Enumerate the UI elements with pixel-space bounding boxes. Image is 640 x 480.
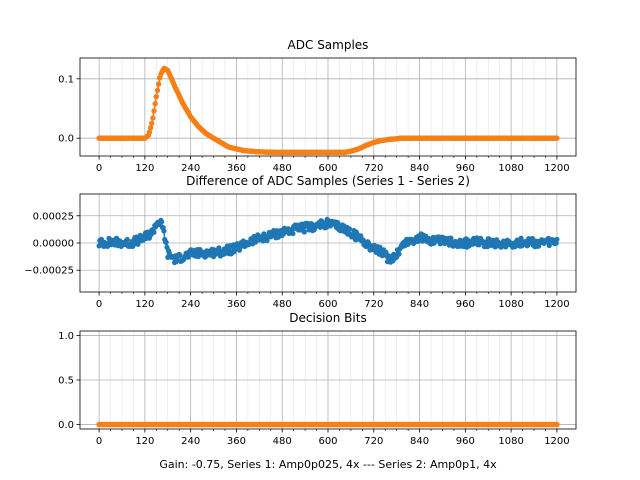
xlabel-decision-bits: Gain: -0.75, Series 1: Amp0p025, 4x --- … <box>159 458 497 471</box>
x-tick-label: 960 <box>456 436 475 447</box>
x-tick-label: 240 <box>181 436 200 447</box>
data-point <box>163 239 169 245</box>
y-tick-label: 0.5 <box>58 376 74 387</box>
xticks-difference: 0 120 240 360 480 600 720 840 960 1080 1200 <box>96 292 570 310</box>
y-tick-label: 0.1 <box>58 74 74 85</box>
data-point <box>335 220 341 226</box>
x-tick-label: 840 <box>410 436 429 447</box>
series-adc-samples-2 <box>96 65 560 155</box>
x-tick-label: 1200 <box>544 163 569 174</box>
data-point <box>151 229 157 235</box>
x-tick-label: 1080 <box>498 299 523 310</box>
panel-adc-samples: 0 120 240 360 480 600 720 840 960 1080 1200 0.0 0.1… <box>58 38 577 174</box>
panel-decision-bits: 0 120 240 360 480 600 720 840 960 1080 1200 0.0 0.5… <box>58 311 577 471</box>
xticks-decision-bits: 0 120 240 360 480 600 720 840 960 1080 1200 <box>96 429 570 447</box>
panel-difference: 0 120 240 360 480 600 720 840 960 1080 1200 −0.000… <box>24 174 577 310</box>
y-tick-label: 0.0 <box>58 134 74 145</box>
x-tick-label: 240 <box>181 299 200 310</box>
x-tick-label: 0 <box>96 163 102 174</box>
data-point <box>177 252 183 258</box>
x-tick-label: 600 <box>318 299 337 310</box>
series-difference-1 <box>96 216 560 266</box>
data-point <box>153 94 159 100</box>
data-point <box>149 120 155 126</box>
xticks-adc-samples: 0 120 240 360 480 600 720 840 960 1080 1200 <box>96 156 570 174</box>
data-point <box>156 81 162 87</box>
marks-decision-bits <box>96 421 560 428</box>
data-point <box>96 243 102 249</box>
data-point <box>448 235 454 241</box>
data-point <box>396 251 402 257</box>
data-point <box>290 230 296 237</box>
x-tick-label: 600 <box>318 163 337 174</box>
data-point <box>148 125 154 131</box>
data-point <box>301 229 307 235</box>
data-point <box>154 87 161 93</box>
x-tick-label: 1200 <box>544 299 569 310</box>
x-tick-label: 720 <box>364 163 383 174</box>
x-tick-label: 480 <box>273 163 292 174</box>
data-point <box>554 135 560 141</box>
title-difference: Difference of ADC Samples (Series 1 - Se… <box>186 174 470 188</box>
data-point <box>554 236 560 242</box>
x-tick-label: 840 <box>410 299 429 310</box>
data-point <box>151 108 157 114</box>
data-point <box>321 220 327 226</box>
data-point <box>150 115 156 121</box>
x-tick-label: 720 <box>364 436 383 447</box>
x-tick-label: 480 <box>273 299 292 310</box>
x-tick-label: 1080 <box>498 436 523 447</box>
x-tick-label: 0 <box>96 299 102 310</box>
x-tick-label: 1080 <box>498 163 523 174</box>
x-tick-label: 1200 <box>544 436 569 447</box>
title-adc-samples: ADC Samples <box>288 38 369 52</box>
y-tick-label: 1.0 <box>58 331 74 342</box>
data-point <box>546 242 552 249</box>
x-tick-label: 360 <box>227 163 246 174</box>
x-tick-label: 120 <box>135 163 154 174</box>
x-tick-label: 960 <box>456 163 475 174</box>
data-point <box>124 236 130 243</box>
x-tick-label: 840 <box>410 163 429 174</box>
title-decision-bits: Decision Bits <box>289 311 366 325</box>
series-decision-bits-2 <box>96 421 560 428</box>
y-tick-label: −0.00025 <box>24 266 74 277</box>
marks-difference <box>96 216 560 266</box>
data-point <box>554 421 560 428</box>
marks-adc-samples <box>96 65 560 155</box>
data-point <box>346 226 352 232</box>
x-tick-label: 120 <box>135 299 154 310</box>
yticks-adc-samples: 0.0 0.1 <box>58 74 80 145</box>
x-tick-label: 120 <box>135 436 154 447</box>
y-tick-label: 0.00000 <box>33 239 74 250</box>
data-point <box>354 231 360 237</box>
y-tick-label: 0.00025 <box>33 211 74 222</box>
data-point <box>159 219 165 225</box>
x-tick-label: 720 <box>364 299 383 310</box>
x-tick-label: 600 <box>318 436 337 447</box>
x-tick-label: 360 <box>227 436 246 447</box>
data-point <box>379 253 385 259</box>
y-tick-label: 0.0 <box>58 420 74 431</box>
x-tick-label: 240 <box>181 163 200 174</box>
x-tick-label: 0 <box>96 436 102 447</box>
x-tick-label: 480 <box>273 436 292 447</box>
yticks-difference: −0.00025 0.00000 0.00025 <box>24 211 80 277</box>
yticks-decision-bits: 0.0 0.5 1.0 <box>58 331 80 431</box>
data-point <box>518 235 524 241</box>
data-point <box>135 241 141 247</box>
data-point <box>185 254 191 260</box>
data-point <box>146 129 152 135</box>
data-point <box>358 233 364 239</box>
x-tick-label: 960 <box>456 299 475 310</box>
data-point <box>161 228 167 234</box>
data-point <box>152 101 158 107</box>
x-tick-label: 360 <box>227 299 246 310</box>
